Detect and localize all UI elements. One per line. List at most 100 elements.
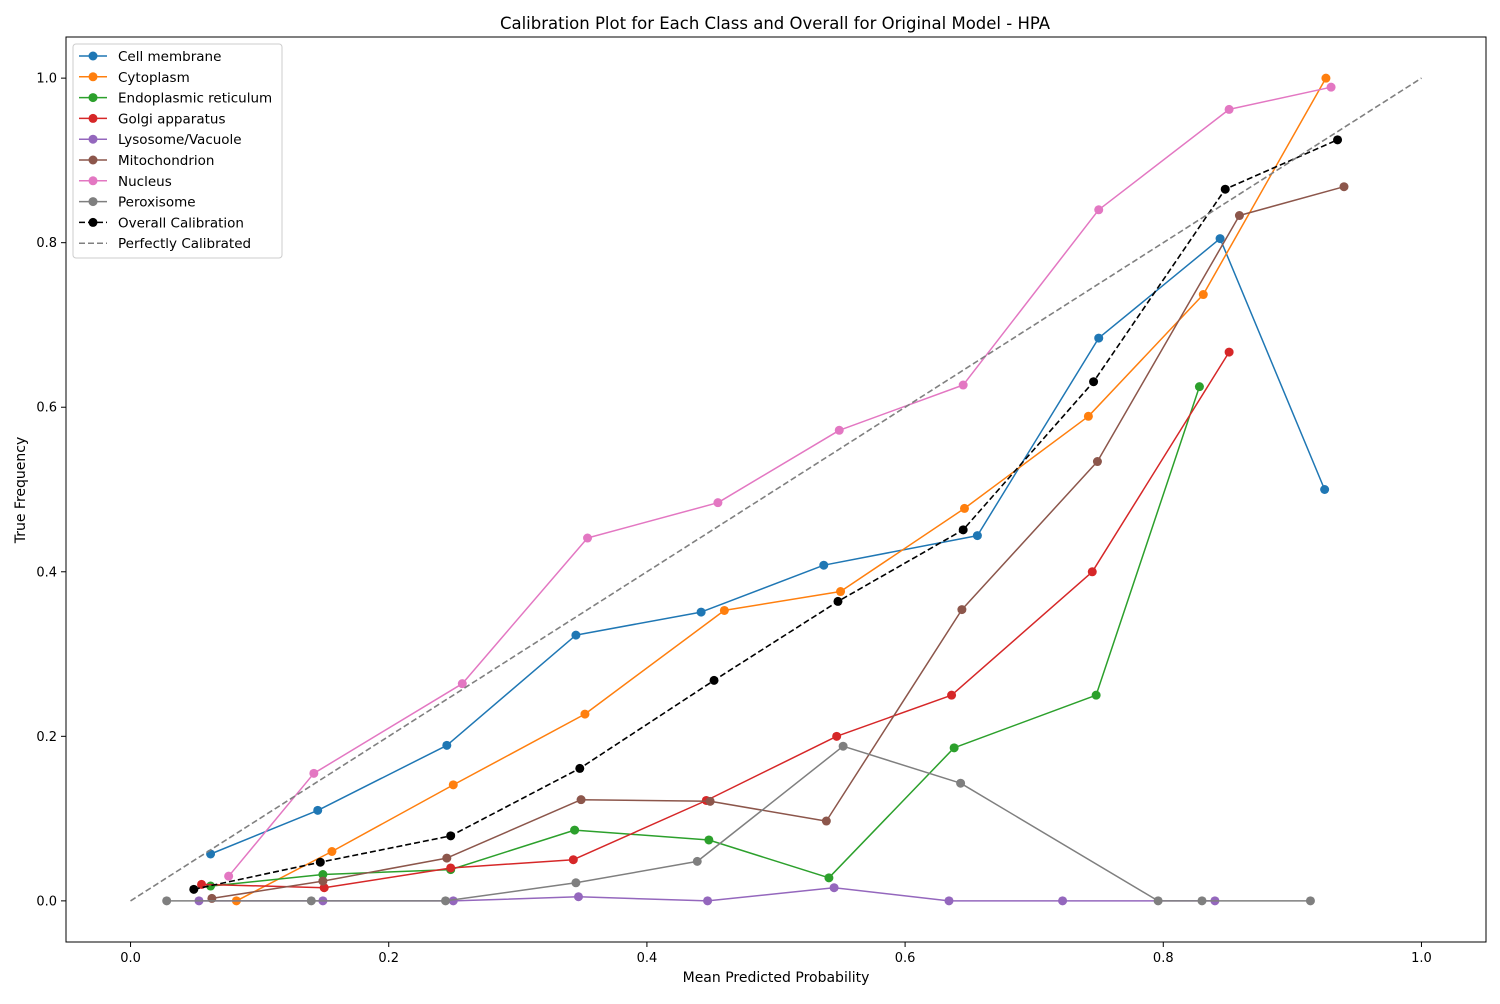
legend-item-cell-membrane: Cell membrane [79,49,221,65]
data-point-cell-membrane [442,740,452,750]
data-point-golgi-apparatus [947,690,957,700]
data-point-lysosome-vacuole [703,896,713,906]
data-point-nucleus [834,425,844,435]
data-point-nucleus [224,871,234,881]
series-line-nucleus [228,86,1332,877]
data-point-peroxisome [162,896,172,906]
data-point-overall-calibration [189,884,199,894]
legend-swatch-marker [88,197,98,207]
x-tick-label: 0.4 [637,951,658,966]
y-tick-label: 0.4 [36,565,57,580]
series-line-endoplasmic-reticulum [210,386,1201,887]
data-point-golgi-apparatus [568,855,578,865]
legend-swatch-marker [88,155,98,165]
legend-swatch-marker [88,217,98,227]
legend: Cell membrane Cytoplasm Endoplasmic reticu… [72,43,283,259]
x-tick-label: 0.8 [1153,951,1174,966]
legend-item-endoplasmic-reticulum: Endoplasmic reticulum [79,91,272,107]
data-point-mitochondrion [576,795,586,805]
legend-item-lysosome-vacuole: Lysosome/Vacuole [79,132,242,148]
data-point-lysosome-vacuole [448,896,458,906]
data-point-cytoplasm [1083,411,1093,421]
data-point-peroxisome [1305,896,1315,906]
data-point-cytoplasm [448,780,458,790]
series-line-cytoplasm [236,77,1327,902]
legend-label: Golgi apparatus [118,111,225,127]
series-line-mitochondrion [211,185,1345,900]
data-point-cytoplasm [959,503,969,513]
x-tick-label: 0.2 [378,951,399,966]
plot-area [65,36,1487,943]
legend-label: Peroxisome [118,195,196,211]
data-point-cell-membrane [972,531,982,541]
data-point-overall-calibration [1333,135,1343,145]
data-point-endoplasmic-reticulum [1091,690,1101,700]
series-endoplasmic-reticulum [206,382,1204,891]
series-line-cell-membrane [210,237,1326,855]
series-nucleus [224,82,1336,881]
data-point-lysosome-vacuole [944,896,954,906]
y-tick-label: 0.6 [36,401,57,416]
y-tick-label: 0.2 [36,730,57,745]
data-point-cell-membrane [206,849,216,859]
legend-label: Overall Calibration [118,215,244,231]
data-point-overall-calibration [575,763,585,773]
data-point-lysosome-vacuole [573,892,583,902]
data-point-golgi-apparatus [446,863,456,873]
series-perfectly-calibrated [130,77,1422,902]
legend-item-overall-calibration: Overall Calibration [79,215,244,231]
data-point-peroxisome [441,896,451,906]
series-layer [130,73,1422,906]
series-lysosome-vacuole [194,883,1220,906]
legend-item-peroxisome: Peroxisome [79,195,196,211]
legend-swatch-marker [88,93,98,103]
data-point-endoplasmic-reticulum [318,870,328,880]
legend-swatch-marker [88,51,98,61]
data-point-cell-membrane [1215,234,1225,244]
series-line-peroxisome [166,745,1311,902]
series-mitochondrion [207,182,1349,903]
series-cell-membrane [206,234,1330,859]
data-point-golgi-apparatus [1224,347,1234,357]
y-axis-title: True Frequency [13,437,29,545]
data-point-golgi-apparatus [832,731,842,741]
x-tick-label: 0.0 [120,951,141,966]
data-point-endoplasmic-reticulum [824,873,834,883]
data-point-cytoplasm [1198,290,1208,300]
series-line-perfectly-calibrated [130,77,1422,902]
data-point-nucleus [1326,82,1336,92]
series-line-overall-calibration [193,139,1338,891]
data-point-cytoplasm [1321,73,1331,83]
data-point-mitochondrion [1092,457,1102,467]
data-point-nucleus [713,498,723,508]
series-peroxisome [162,741,1315,906]
series-overall-calibration [189,135,1343,894]
data-point-peroxisome [692,856,702,866]
data-point-endoplasmic-reticulum [704,835,714,845]
data-point-nucleus [1224,104,1234,114]
legend-label: Lysosome/Vacuole [118,132,242,148]
data-point-cytoplasm [719,605,729,615]
data-point-mitochondrion [1234,211,1244,221]
data-point-endoplasmic-reticulum [570,825,580,835]
data-point-cytoplasm [327,847,337,856]
data-point-overall-calibration [833,596,843,606]
legend-item-golgi-apparatus: Golgi apparatus [79,111,225,127]
data-point-overall-calibration [1089,377,1099,387]
data-point-peroxisome [1153,896,1163,906]
data-point-cell-membrane [696,607,706,617]
x-tick-label: 0.6 [895,951,916,966]
y-tick-label: 0.0 [36,894,57,909]
legend-item-mitochondrion: Mitochondrion [79,153,214,169]
legend-label: Mitochondrion [118,153,214,169]
legend-box [72,43,283,259]
x-tick-label: 1.0 [1411,951,1432,966]
data-point-overall-calibration [315,857,325,867]
x-axis-title: Mean Predicted Probability [683,970,870,986]
data-point-peroxisome [306,896,316,906]
data-point-cytoplasm [836,587,846,597]
legend-swatch-marker [88,113,98,123]
legend-swatch-marker [88,72,98,82]
legend-label: Nucleus [118,174,172,190]
